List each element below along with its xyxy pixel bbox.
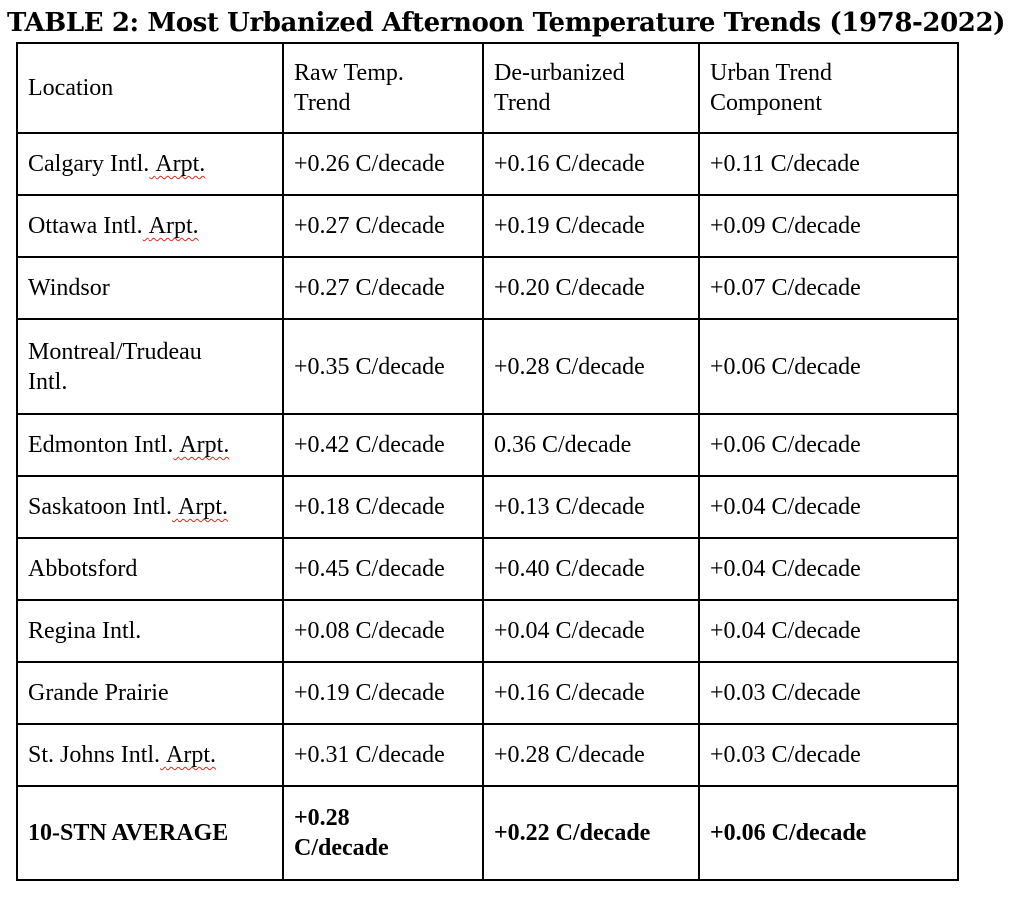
urban-component-cell: +0.06 C/decade xyxy=(698,318,959,415)
spellcheck-flagged-word: Arpt. xyxy=(155,151,206,177)
raw-trend-cell: +0.27 C/decade xyxy=(282,256,484,320)
spellcheck-flagged-word: Arpt. xyxy=(166,742,217,768)
urban-component-cell: +0.04 C/decade xyxy=(698,537,959,601)
column-header-urban-component: Urban Trend Component xyxy=(698,42,959,134)
deurbanized-trend-cell: +0.16 C/decade xyxy=(482,661,700,725)
urban-component-cell: +0.04 C/decade xyxy=(698,475,959,539)
location-cell: Ottawa Intl. Arpt. xyxy=(16,194,284,258)
raw-trend-cell: +0.19 C/decade xyxy=(282,661,484,725)
location-text: Ottawa Intl. xyxy=(28,213,143,239)
urban-component-cell: +0.03 C/decade xyxy=(698,723,959,787)
table-row: Regina Intl. +0.08 C/decade +0.04 C/deca… xyxy=(16,599,959,663)
location-cell: Montreal/Trudeau Intl. xyxy=(16,318,284,415)
column-header-deurbanized-trend: De-urbanized Trend xyxy=(482,42,700,134)
column-header-location: Location xyxy=(16,42,284,134)
location-cell: Windsor xyxy=(16,256,284,320)
location-text: Montreal/Trudeau Intl. xyxy=(28,338,202,395)
raw-trend-cell: +0.18 C/decade xyxy=(282,475,484,539)
location-cell: Grande Prairie xyxy=(16,661,284,725)
raw-trend-cell: +0.45 C/decade xyxy=(282,537,484,601)
location-text: Calgary Intl. xyxy=(28,151,150,177)
raw-trend-cell: +0.27 C/decade xyxy=(282,194,484,258)
table-row: Calgary Intl. Arpt. +0.26 C/decade +0.16 … xyxy=(16,132,959,196)
urban-component-cell: +0.04 C/decade xyxy=(698,599,959,663)
location-text: Saskatoon Intl. xyxy=(28,494,172,520)
urban-component-cell: +0.09 C/decade xyxy=(698,194,959,258)
deurbanized-trend-cell: +0.40 C/decade xyxy=(482,537,700,601)
spellcheck-flagged-word: Arpt. xyxy=(148,213,199,239)
footer-raw-trend-cell: +0.28 C/decade xyxy=(282,785,484,881)
location-cell: Saskatoon Intl. Arpt. xyxy=(16,475,284,539)
urban-component-cell: +0.07 C/decade xyxy=(698,256,959,320)
urban-component-cell: +0.11 C/decade xyxy=(698,132,959,196)
footer-deurbanized-trend-cell: +0.22 C/decade xyxy=(482,785,700,881)
table-row: Montreal/Trudeau Intl. +0.35 C/decade +0… xyxy=(16,318,959,415)
deurbanized-trend-cell: +0.28 C/decade xyxy=(482,723,700,787)
location-cell: St. Johns Intl. Arpt. xyxy=(16,723,284,787)
deurbanized-trend-cell: +0.04 C/decade xyxy=(482,599,700,663)
table-row: Edmonton Intl. Arpt. +0.42 C/decade 0.36 … xyxy=(16,413,959,477)
location-cell: Abbotsford xyxy=(16,537,284,601)
location-cell: Regina Intl. xyxy=(16,599,284,663)
location-cell: Calgary Intl. Arpt. xyxy=(16,132,284,196)
urban-component-cell: +0.06 C/decade xyxy=(698,413,959,477)
column-header-raw-trend: Raw Temp. Trend xyxy=(282,42,484,134)
location-text: Regina Intl. xyxy=(28,618,142,644)
table-footer-row: 10-STN AVERAGE +0.28 C/decade +0.22 C/de… xyxy=(16,785,959,881)
deurbanized-trend-cell: +0.20 C/decade xyxy=(482,256,700,320)
table-row: Ottawa Intl. Arpt. +0.27 C/decade +0.19 C… xyxy=(16,194,959,258)
location-text: Grande Prairie xyxy=(28,680,169,706)
temperature-trends-table: Location Raw Temp. Trend De-urbanized Tr… xyxy=(16,42,959,881)
deurbanized-trend-cell: +0.16 C/decade xyxy=(482,132,700,196)
deurbanized-trend-cell: 0.36 C/decade xyxy=(482,413,700,477)
table-row: Abbotsford +0.45 C/decade +0.40 C/decade… xyxy=(16,537,959,601)
raw-trend-cell: +0.42 C/decade xyxy=(282,413,484,477)
footer-label-cell: 10-STN AVERAGE xyxy=(16,785,284,881)
table-header-row: Location Raw Temp. Trend De-urbanized Tr… xyxy=(16,42,959,134)
deurbanized-trend-cell: +0.13 C/decade xyxy=(482,475,700,539)
location-text: St. Johns Intl. xyxy=(28,742,161,768)
raw-trend-cell: +0.35 C/decade xyxy=(282,318,484,415)
location-text: Edmonton Intl. xyxy=(28,432,174,458)
raw-trend-cell: +0.08 C/decade xyxy=(282,599,484,663)
raw-trend-cell: +0.26 C/decade xyxy=(282,132,484,196)
spellcheck-flagged-word: Arpt. xyxy=(178,494,228,520)
table-row: St. Johns Intl. Arpt. +0.31 C/decade +0.2… xyxy=(16,723,959,787)
table-row: Saskatoon Intl. Arpt. +0.18 C/decade +0.1… xyxy=(16,475,959,539)
urban-component-cell: +0.03 C/decade xyxy=(698,661,959,725)
spellcheck-flagged-word: Arpt. xyxy=(179,432,230,458)
location-cell: Edmonton Intl. Arpt. xyxy=(16,413,284,477)
table-row: Windsor +0.27 C/decade +0.20 C/decade +0… xyxy=(16,256,959,320)
location-text: Windsor xyxy=(28,275,110,301)
table-title: TABLE 2: Most Urbanized Afternoon Temper… xyxy=(7,8,1006,38)
deurbanized-trend-cell: +0.28 C/decade xyxy=(482,318,700,415)
location-text: Abbotsford xyxy=(28,556,138,582)
deurbanized-trend-cell: +0.19 C/decade xyxy=(482,194,700,258)
table-row: Grande Prairie +0.19 C/decade +0.16 C/de… xyxy=(16,661,959,725)
raw-trend-cell: +0.31 C/decade xyxy=(282,723,484,787)
footer-urban-component-cell: +0.06 C/decade xyxy=(698,785,959,881)
